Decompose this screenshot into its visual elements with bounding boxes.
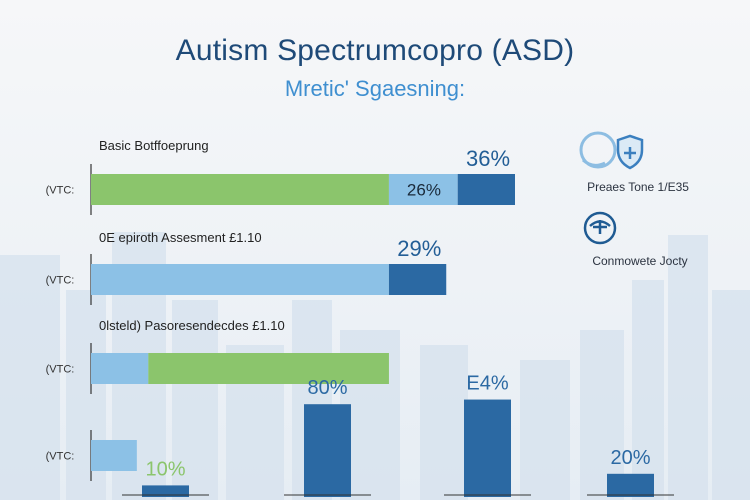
- plus-shield-icon: [583, 211, 617, 245]
- bar-inner-label: 26%: [407, 181, 441, 200]
- hands-shield-icon: [579, 131, 644, 170]
- column-bar: [304, 404, 351, 497]
- section-label: Basic Botffoeprung: [99, 138, 209, 153]
- column-bars-group: 10% 80% E4% 20%: [122, 373, 674, 497]
- bar-segment-green: [148, 353, 389, 384]
- bar-segment-light_blue: [91, 440, 137, 471]
- bar-segment-light_blue: [91, 264, 389, 295]
- row-tick-label: (VTC:: [46, 364, 75, 376]
- legend-label: Conmowete Jocty: [592, 254, 687, 268]
- bar-value-label: 29%: [397, 236, 441, 261]
- column-bar: [607, 473, 654, 497]
- row-tick-label: (VTC:: [46, 451, 75, 463]
- column-value-label: 80%: [307, 377, 347, 399]
- section-label: 0E epiroth Assesment £1.10: [99, 230, 262, 245]
- bar-segment-light_blue: [388, 174, 458, 205]
- column-bar: [464, 399, 511, 497]
- column-value-label: 10%: [145, 458, 185, 480]
- row-tick-label: (VTC:: [46, 275, 75, 287]
- bar-segment-green: [91, 174, 389, 205]
- bar-segment-light_blue: [91, 353, 149, 384]
- section-label: 0lsteld) Pasoresendecdes £1.10: [99, 318, 285, 333]
- bar-value-label: 36%: [466, 146, 510, 171]
- legend: Preaes Tone 1/E35 Conmowete Jocty: [579, 131, 689, 268]
- chart-subtitle: Mretic' Sgaesning:: [284, 76, 466, 101]
- horizontal-bars-group: (VTC: Basic Botffoeprung 26% 36% (VTC: 0E epi…: [46, 138, 515, 481]
- chart-title: Autism Spectrumcopro (ASD): [175, 34, 575, 67]
- column-bar: [142, 485, 189, 497]
- bar-segment-dark_blue: [457, 174, 515, 205]
- column-value-label: 20%: [610, 447, 650, 469]
- bar-segment-dark_blue: [388, 264, 447, 295]
- column-value-label: E4%: [466, 373, 508, 395]
- legend-label: Preaes Tone 1/E35: [587, 180, 689, 194]
- row-tick-label: (VTC:: [46, 185, 75, 197]
